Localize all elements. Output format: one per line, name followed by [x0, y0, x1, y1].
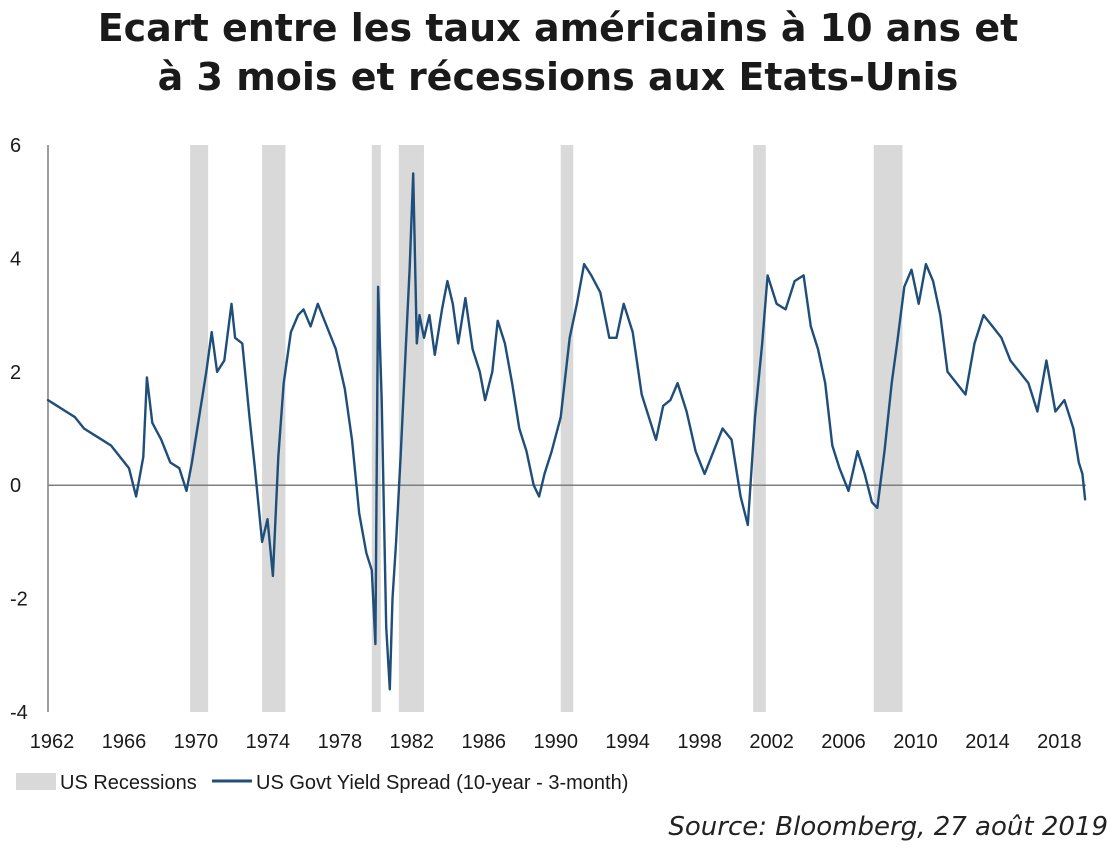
x-tick-label: 2018: [1037, 731, 1082, 753]
chart-title-line-1: Ecart entre les taux américains à 10 ans…: [97, 6, 1019, 50]
y-tick-label: -2: [10, 589, 28, 611]
recession-band-1: [190, 145, 209, 712]
x-tick-label: 1978: [318, 731, 363, 753]
yield-spread-line: [46, 172, 1087, 691]
legend-recession-swatch: [16, 773, 56, 790]
chart-title: Ecart entre les taux américains à 10 ans…: [0, 4, 1116, 102]
legend-recession-label: US Recessions: [60, 772, 197, 794]
x-tick-label: 2002: [749, 731, 794, 753]
x-tick-label: 2014: [965, 731, 1010, 753]
recession-band-7: [873, 145, 903, 712]
x-tick-label: 1970: [174, 731, 219, 753]
x-tick-label: 1994: [605, 731, 650, 753]
x-tick-label: 1974: [246, 731, 291, 753]
legend: US Recessions US Govt Yield Spread (10-y…: [16, 772, 628, 794]
x-tick-label: 2010: [893, 731, 938, 753]
recession-bands: [190, 145, 903, 712]
y-tick-label: 4: [10, 248, 21, 270]
x-tick-label: 2006: [821, 731, 866, 753]
y-tick-label: 6: [10, 135, 21, 157]
y-tick-label: 0: [10, 475, 21, 497]
x-tick-label: 1966: [102, 731, 147, 753]
x-tick-label: 1998: [677, 731, 722, 753]
chart-title-line-2: à 3 mois et récessions aux Etats-Unis: [157, 55, 959, 99]
y-tick-label: 2: [10, 362, 21, 384]
series-layer: [46, 172, 1087, 691]
recession-band-2: [262, 145, 286, 712]
x-tick-label: 1982: [390, 731, 435, 753]
chart-axes: [47, 145, 1086, 712]
recession-band-5: [560, 145, 574, 712]
legend-spread-label: US Govt Yield Spread (10-year - 3-month): [256, 772, 628, 794]
source-note: Source: Bloomberg, 27 août 2019: [668, 812, 1108, 842]
recession-band-6: [753, 145, 766, 712]
x-tick-label: 1986: [462, 731, 507, 753]
x-tick-label: 1990: [533, 731, 578, 753]
y-tick-label: -4: [10, 702, 28, 724]
x-tick-label: 1962: [30, 731, 75, 753]
